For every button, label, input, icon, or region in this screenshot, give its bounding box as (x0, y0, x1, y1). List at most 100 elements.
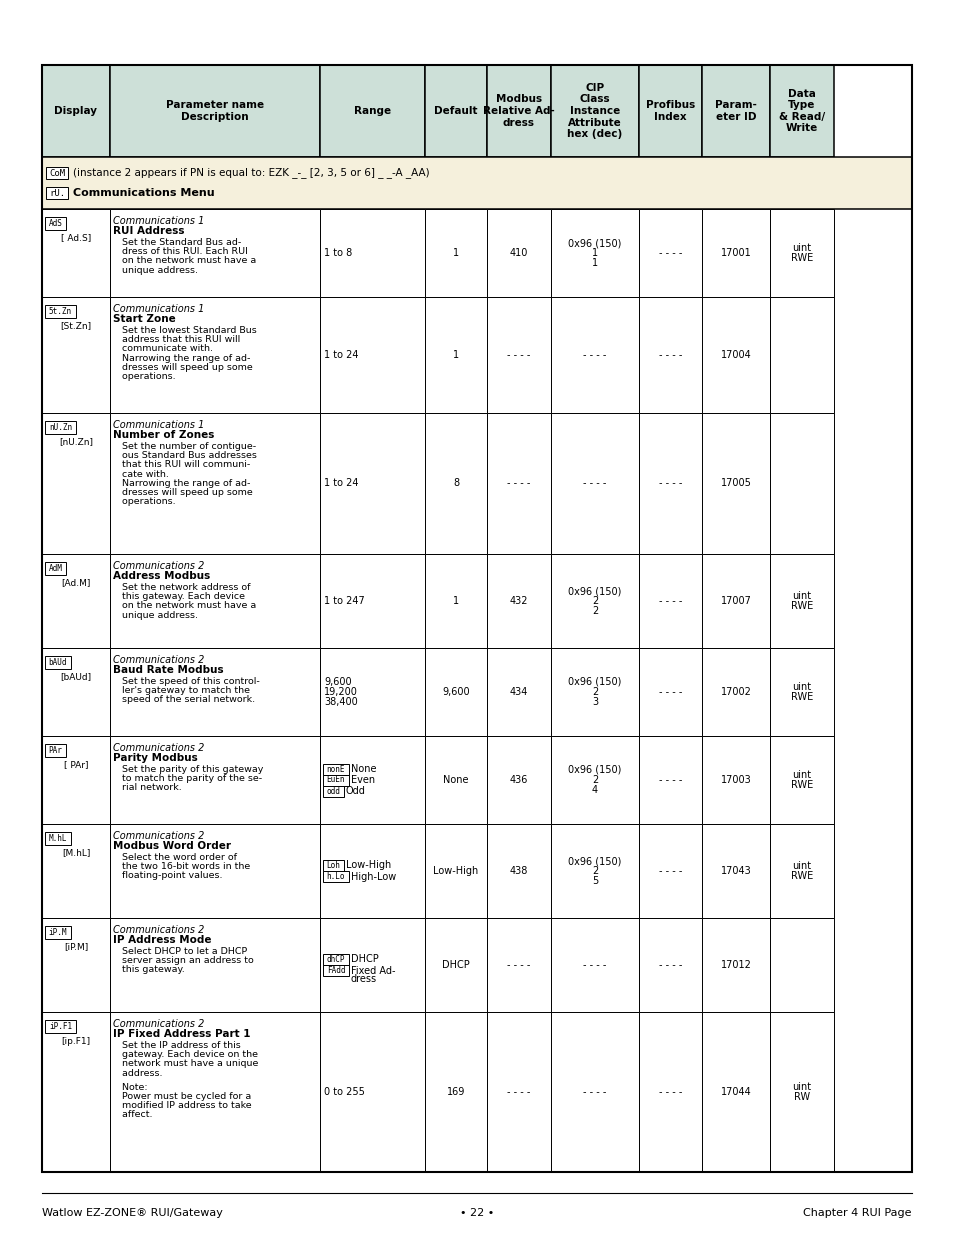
Text: - - - -: - - - - (659, 1087, 681, 1097)
Text: - - - -: - - - - (659, 597, 681, 606)
Text: CoM: CoM (50, 168, 65, 178)
Text: Low-High: Low-High (345, 861, 391, 871)
Text: 0x96 (150): 0x96 (150) (568, 238, 621, 248)
Text: Chapter 4 RUI Page: Chapter 4 RUI Page (802, 1208, 911, 1218)
Bar (701, 824, 769, 918)
Text: 0x96 (150): 0x96 (150) (568, 585, 621, 597)
Bar (319, 65, 424, 157)
Bar (701, 209, 769, 296)
Text: Communications Menu: Communications Menu (73, 188, 214, 198)
Bar (639, 412, 701, 555)
Bar (319, 296, 424, 412)
Text: DHCP: DHCP (351, 955, 378, 965)
Text: RWE: RWE (790, 253, 812, 263)
Text: network must have a unique: network must have a unique (112, 1060, 258, 1068)
Bar (551, 296, 639, 412)
Text: uint: uint (792, 769, 811, 781)
Bar (486, 648, 551, 736)
Text: Display: Display (54, 106, 97, 116)
Bar (424, 918, 486, 1011)
Bar (769, 736, 833, 824)
Bar (46, 186, 69, 199)
Text: Profibus
Index: Profibus Index (645, 100, 695, 122)
Text: 169: 169 (446, 1087, 465, 1097)
Text: that this RUI will communi-: that this RUI will communi- (112, 461, 250, 469)
Text: 410: 410 (509, 248, 528, 258)
Text: - - - -: - - - - (659, 350, 681, 359)
Bar (701, 918, 769, 1011)
Bar (551, 209, 639, 296)
Text: 17005: 17005 (720, 478, 751, 489)
Text: - - - -: - - - - (507, 350, 530, 359)
Bar (701, 736, 769, 824)
Text: Range: Range (354, 106, 391, 116)
Bar (45, 743, 66, 757)
Text: IP Address Mode: IP Address Mode (112, 935, 212, 945)
Text: Power must be cycled for a: Power must be cycled for a (112, 1092, 251, 1100)
Text: 17003: 17003 (720, 776, 751, 785)
Text: [M.hL]: [M.hL] (62, 848, 91, 857)
Bar (45, 1020, 76, 1032)
Bar (639, 648, 701, 736)
Bar (45, 217, 66, 230)
Text: h.Lo: h.Lo (326, 872, 345, 881)
Text: Communications 1: Communications 1 (112, 304, 204, 314)
Text: uint: uint (792, 243, 811, 253)
Bar (42, 1011, 110, 1172)
Bar (110, 736, 319, 824)
Text: uint: uint (792, 592, 811, 601)
Text: PAr: PAr (49, 746, 62, 755)
Text: Communications 2: Communications 2 (112, 925, 204, 935)
Text: Loh: Loh (326, 861, 340, 869)
Text: AdS: AdS (49, 219, 62, 228)
Text: - - - -: - - - - (582, 1087, 606, 1097)
Bar (551, 1011, 639, 1172)
Text: uint: uint (792, 682, 811, 692)
Text: 1: 1 (453, 248, 458, 258)
Bar (42, 412, 110, 555)
Bar (769, 209, 833, 296)
Text: Address Modbus: Address Modbus (112, 571, 210, 580)
Bar (639, 65, 701, 157)
Text: [nU.Zn]: [nU.Zn] (59, 437, 92, 447)
Text: Narrowing the range of ad-: Narrowing the range of ad- (112, 353, 250, 363)
Text: 438: 438 (509, 866, 528, 876)
Bar (701, 296, 769, 412)
Bar (769, 918, 833, 1011)
Text: Communications 2: Communications 2 (112, 831, 204, 841)
Bar (639, 736, 701, 824)
Bar (319, 736, 424, 824)
Text: nonE: nonE (326, 764, 345, 773)
Bar (323, 860, 343, 871)
Text: 9,600: 9,600 (442, 687, 469, 697)
Text: on the network must have a: on the network must have a (112, 601, 256, 610)
Bar (45, 926, 71, 939)
Bar (110, 918, 319, 1011)
Bar (42, 648, 110, 736)
Text: - - - -: - - - - (659, 776, 681, 785)
Text: M.hL: M.hL (49, 834, 67, 844)
Text: FAdd: FAdd (326, 966, 345, 974)
Text: this gateway. Each device: this gateway. Each device (112, 593, 245, 601)
Bar (319, 412, 424, 555)
Text: RWE: RWE (790, 781, 812, 790)
Bar (319, 209, 424, 296)
Text: 17044: 17044 (720, 1087, 751, 1097)
Text: Set the lowest Standard Bus: Set the lowest Standard Bus (112, 326, 256, 335)
Bar (769, 412, 833, 555)
Text: 2: 2 (591, 606, 598, 616)
Bar (424, 648, 486, 736)
Bar (486, 918, 551, 1011)
Text: Number of Zones: Number of Zones (112, 430, 214, 440)
Text: 19,200: 19,200 (324, 687, 357, 697)
Text: Communications 1: Communications 1 (112, 420, 204, 430)
Text: - - - -: - - - - (507, 960, 530, 969)
Text: - - - -: - - - - (659, 248, 681, 258)
Text: Communications 2: Communications 2 (112, 743, 204, 753)
Text: CIP
Class
Instance
Attribute
hex (dec): CIP Class Instance Attribute hex (dec) (567, 83, 622, 140)
Bar (486, 209, 551, 296)
Bar (639, 824, 701, 918)
Text: rial network.: rial network. (112, 783, 182, 793)
Text: 2: 2 (591, 776, 598, 785)
Text: Parameter name
Description: Parameter name Description (166, 100, 264, 122)
